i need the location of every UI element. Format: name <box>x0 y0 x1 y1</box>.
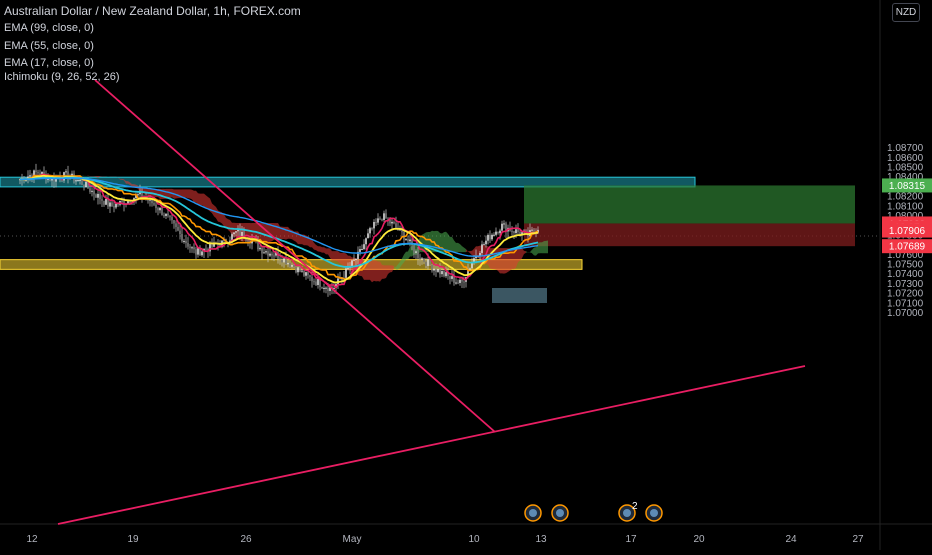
x-tick-label: 27 <box>852 534 864 545</box>
ichimoku-cloud-segment <box>200 194 202 206</box>
ichimoku-cloud-segment <box>512 248 514 269</box>
ichimoku-cloud-segment <box>340 253 342 265</box>
ichimoku-cloud-segment <box>436 231 438 252</box>
price-badge: 1.07906 <box>882 224 932 238</box>
ichimoku-cloud-segment <box>320 246 322 252</box>
ichimoku-cloud-segment <box>148 188 150 195</box>
x-tick-label: May <box>343 534 362 545</box>
event-count-label: 2 <box>632 501 638 512</box>
x-tick-label: 12 <box>26 534 38 545</box>
svg-text:1.08315: 1.08315 <box>889 181 926 192</box>
svg-text:1.07906: 1.07906 <box>889 226 926 237</box>
ichimoku-cloud-segment <box>382 265 384 279</box>
y-tick-label: 1.07000 <box>887 308 924 319</box>
economic-event-icon[interactable] <box>646 505 662 521</box>
ichimoku-cloud-segment <box>546 240 548 253</box>
ichimoku-cloud-segment <box>188 189 190 198</box>
indicator-ema-55[interactable]: EMA (55, close, 0) <box>4 40 94 52</box>
ichimoku-cloud-segment <box>344 253 346 267</box>
ichimoku-cloud-segment <box>544 241 546 253</box>
ichimoku-cloud-segment <box>384 265 386 278</box>
ichimoku-cloud-segment <box>228 219 230 232</box>
ichimoku-cloud-segment <box>342 253 344 266</box>
ichimoku-cloud-segment <box>380 261 382 281</box>
x-tick-label: 10 <box>468 534 480 545</box>
ichimoku-cloud-segment <box>198 193 200 205</box>
x-tick-label: 17 <box>625 534 637 545</box>
price-badge: 1.08315 <box>882 178 932 192</box>
ichimoku-cloud-segment <box>336 251 338 262</box>
ichimoku-cloud-segment <box>376 260 378 281</box>
x-tick-label: 13 <box>535 534 547 545</box>
ichimoku-cloud-segment <box>540 242 542 253</box>
ichimoku-cloud-segment <box>264 223 266 244</box>
ichimoku-cloud-segment <box>450 237 452 252</box>
currency-button[interactable]: NZD <box>892 3 920 22</box>
ichimoku-cloud-segment <box>370 260 372 282</box>
x-tick-label: 20 <box>693 534 705 545</box>
ichimoku-cloud-segment <box>276 223 278 240</box>
economic-event-icon[interactable] <box>552 505 568 521</box>
entry-box[interactable] <box>492 288 547 303</box>
ichimoku-cloud-segment <box>286 227 288 240</box>
ichimoku-cloud-segment <box>378 261 380 281</box>
ichimoku-cloud-segment <box>406 252 408 260</box>
ichimoku-cloud-segment <box>184 189 186 197</box>
ichimoku-cloud-segment <box>126 181 128 184</box>
ichimoku-cloud-segment <box>338 251 340 263</box>
stop-loss[interactable] <box>524 223 855 246</box>
ichimoku-cloud-segment <box>186 189 188 198</box>
x-tick-label: 19 <box>127 534 139 545</box>
ichimoku-cloud-segment <box>202 194 204 207</box>
ichimoku-cloud-segment <box>326 248 328 254</box>
ichimoku-cloud-segment <box>322 247 324 252</box>
ichimoku-cloud-segment <box>542 241 544 253</box>
ichimoku-cloud-segment <box>538 242 540 253</box>
ichimoku-cloud-segment <box>510 248 512 270</box>
ichimoku-cloud-segment <box>456 243 458 252</box>
ichimoku-cloud-segment <box>458 243 460 252</box>
symbol-title: Australian Dollar / New Zealand Dollar, … <box>4 4 301 18</box>
ichimoku-cloud-segment <box>448 234 450 252</box>
ichimoku-cloud-segment <box>446 232 448 252</box>
economic-event-icon[interactable] <box>525 505 541 521</box>
ichimoku-cloud-segment <box>332 251 334 261</box>
ichimoku-cloud-segment <box>508 248 510 272</box>
x-tick-label: 24 <box>785 534 797 545</box>
ichimoku-cloud-segment <box>368 260 370 279</box>
ichimoku-cloud-segment <box>178 189 180 198</box>
ichimoku-cloud-segment <box>374 260 376 281</box>
x-tick-label: 26 <box>240 534 252 545</box>
take-profit[interactable] <box>524 185 855 223</box>
ichimoku-cloud-segment <box>390 265 392 272</box>
indicator-ema-99[interactable]: EMA (99, close, 0) <box>4 22 94 34</box>
ichimoku-cloud-segment <box>496 248 498 271</box>
svg-text:1.07689: 1.07689 <box>889 242 926 253</box>
ichimoku-cloud-segment <box>204 194 206 208</box>
ichimoku-cloud-segment <box>372 260 374 282</box>
ichimoku-cloud-segment <box>266 223 268 244</box>
ichimoku-cloud-segment <box>518 248 520 262</box>
price-badge: 1.07689 <box>882 239 932 253</box>
indicator-ichimoku[interactable]: Ichimoku (9, 26, 52, 26) <box>4 71 120 83</box>
ichimoku-cloud-segment <box>190 189 192 199</box>
ichimoku-cloud-segment <box>194 191 196 203</box>
ichimoku-cloud-segment <box>318 246 320 251</box>
ichimoku-cloud-segment <box>498 248 500 273</box>
ichimoku-cloud-segment <box>534 247 536 256</box>
indicator-ema-17[interactable]: EMA (17, close, 0) <box>4 57 94 69</box>
ichimoku-cloud-segment <box>334 251 336 261</box>
